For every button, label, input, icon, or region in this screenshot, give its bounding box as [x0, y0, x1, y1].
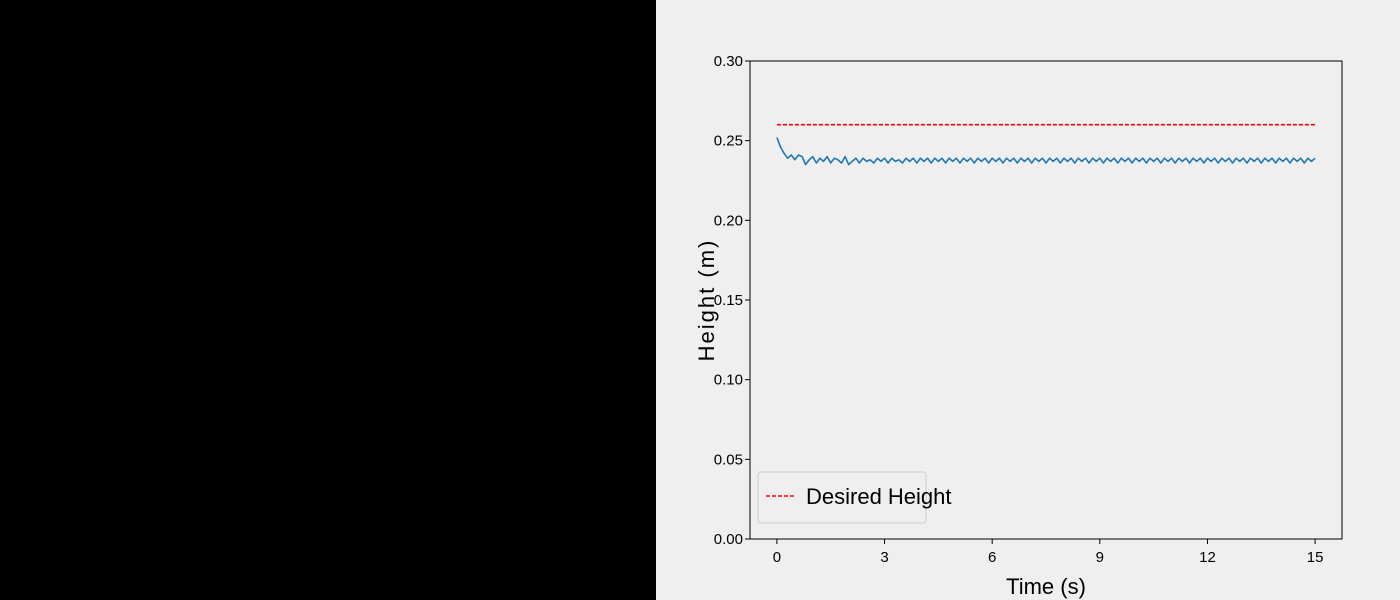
x-tick-label: 12 [1199, 549, 1216, 566]
y-tick-label: 0.05 [714, 451, 743, 468]
plot-area [749, 60, 1343, 540]
legend: Desired Height [757, 471, 952, 524]
x-axis-label: Time (s) [1006, 574, 1086, 599]
height-chart: 0.00 0.05 0.10 0.15 0.20 0.25 0.30 0 3 6 9 12 15 He… [694, 53, 1343, 599]
x-tick-label: 9 [1096, 549, 1104, 566]
x-tick-label: 3 [880, 549, 888, 566]
x-tick-label: 0 [773, 549, 781, 566]
y-tick-label: 0.25 [714, 133, 743, 150]
y-tick-label: 0.30 [714, 53, 743, 70]
y-tick-label: 0.10 [714, 372, 743, 389]
x-axis: 0 3 6 9 12 15 [773, 539, 1324, 566]
y-axis: 0.00 0.05 0.10 0.15 0.20 0.25 0.30 [714, 53, 750, 548]
y-tick-label: 0.20 [714, 212, 743, 229]
legend-box [757, 471, 927, 524]
y-axis-label: Height (m) [694, 239, 719, 362]
x-tick-label: 15 [1307, 549, 1324, 566]
black-background-panel [0, 0, 656, 600]
chart-panel: 0.00 0.05 0.10 0.15 0.20 0.25 0.30 0 3 6 9 12 15 He… [656, 0, 1400, 600]
y-tick-label: 0.15 [714, 292, 743, 309]
legend-label-desired-height: Desired Height [806, 484, 952, 509]
series-layer [776, 123, 1316, 166]
x-tick-label: 6 [988, 549, 996, 566]
series-actual-height-line [776, 137, 1316, 166]
y-tick-label: 0.00 [714, 531, 743, 548]
